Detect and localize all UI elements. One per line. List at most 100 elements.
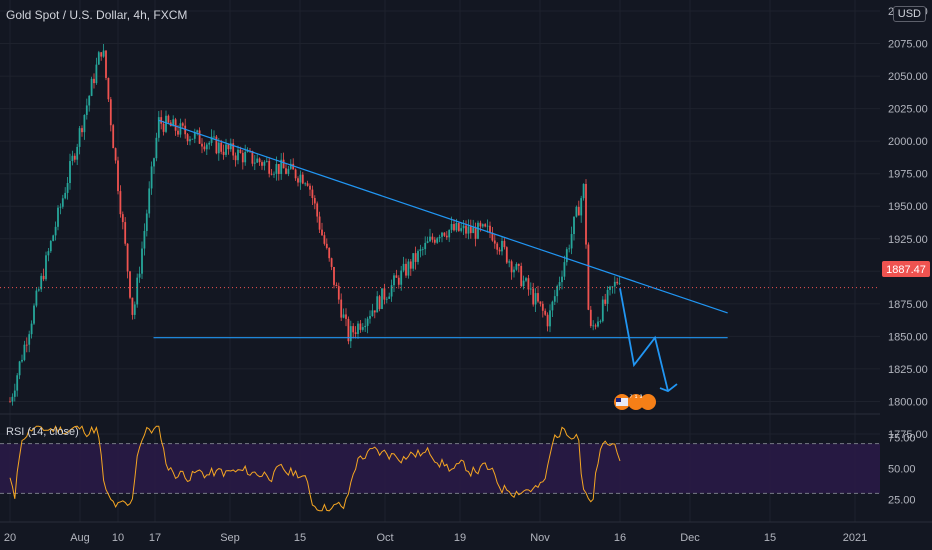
candle-body xyxy=(285,168,287,174)
candle-body xyxy=(479,222,482,227)
candle-body xyxy=(203,146,206,150)
candle-body xyxy=(568,248,571,250)
candle-body xyxy=(376,296,379,313)
price-badge: 1887.47 xyxy=(882,261,930,277)
candle-body xyxy=(33,305,35,324)
time-tick-label: Nov xyxy=(530,532,550,544)
candle-body xyxy=(225,144,227,155)
candle-body xyxy=(378,296,381,309)
candle-body xyxy=(364,325,367,328)
candle-body xyxy=(436,238,439,243)
candle-body xyxy=(23,344,26,360)
candle-body xyxy=(429,236,431,242)
candle-body xyxy=(37,289,40,291)
candle-body xyxy=(409,261,412,269)
candle-body xyxy=(241,152,244,163)
candle-body xyxy=(316,203,319,217)
candle-body xyxy=(304,183,307,185)
candle-body xyxy=(450,224,453,230)
candle-body xyxy=(517,263,520,266)
candle-body xyxy=(313,198,316,204)
candle-body xyxy=(328,247,331,259)
currency-selector[interactable]: USD xyxy=(892,6,926,22)
candle-body xyxy=(201,143,203,147)
candle-body xyxy=(599,321,602,322)
candle-body xyxy=(244,151,247,163)
candle-body xyxy=(592,325,595,327)
candle-body xyxy=(558,282,561,287)
candle-body xyxy=(441,232,443,237)
candle-body xyxy=(150,166,153,189)
candle-body xyxy=(609,286,611,290)
candle-body xyxy=(177,130,179,135)
candle-body xyxy=(143,230,146,249)
candle-body xyxy=(124,222,127,244)
candle-body xyxy=(157,117,160,138)
price-tick-label: 1825.00 xyxy=(888,364,928,376)
candle-body xyxy=(330,258,333,267)
candle-body xyxy=(544,310,547,315)
candle-body xyxy=(345,314,347,319)
candle-body xyxy=(354,332,357,334)
candle-body xyxy=(508,261,511,263)
event-count: ⁷ ¹ ³ xyxy=(630,393,643,402)
candle-body xyxy=(193,132,196,139)
candle-body xyxy=(138,273,141,278)
candle-body xyxy=(534,293,537,305)
candle-body xyxy=(251,151,254,164)
candle-body xyxy=(309,185,311,190)
candle-body xyxy=(229,143,232,150)
candle-body xyxy=(69,161,71,184)
candle-body xyxy=(129,271,131,298)
candle-body xyxy=(78,128,81,147)
candle-body xyxy=(133,304,136,315)
time-tick-label: Sep xyxy=(220,532,240,544)
candle-body xyxy=(361,327,364,330)
candle-body xyxy=(184,125,187,135)
candle-body xyxy=(222,151,225,155)
time-tick-label: 16 xyxy=(614,532,626,544)
candle-body xyxy=(510,261,513,273)
candle-body xyxy=(153,158,155,167)
candle-body xyxy=(280,159,283,175)
candle-body xyxy=(333,266,335,285)
candle-body xyxy=(419,249,422,252)
candle-body xyxy=(30,323,33,335)
candle-body xyxy=(553,296,556,302)
candle-body xyxy=(498,249,501,252)
candle-body xyxy=(321,229,323,236)
candle-body xyxy=(570,234,573,249)
candle-body xyxy=(381,288,383,309)
candles xyxy=(9,44,621,406)
candle-body xyxy=(385,298,388,300)
candle-body xyxy=(337,286,340,300)
candle-body xyxy=(208,142,211,145)
candle-body xyxy=(585,183,587,245)
candle-body xyxy=(453,224,455,231)
candle-body xyxy=(445,235,448,238)
candle-body xyxy=(126,243,129,272)
candle-body xyxy=(198,130,201,144)
time-tick-label: 10 xyxy=(112,532,124,544)
candle-body xyxy=(520,265,523,287)
candle-body xyxy=(513,269,515,273)
candle-body xyxy=(136,277,139,305)
candle-body xyxy=(397,277,400,285)
candle-body xyxy=(301,174,304,184)
candle-body xyxy=(606,289,609,304)
candle-body xyxy=(66,183,69,193)
event-icon[interactable]: ⁷ ¹ ³ xyxy=(614,393,656,410)
candle-body xyxy=(597,321,599,327)
candle-body xyxy=(35,290,38,306)
candle-body xyxy=(539,301,542,304)
candle-body xyxy=(21,359,23,362)
candle-body xyxy=(299,174,302,183)
candle-body xyxy=(93,78,95,84)
candle-body xyxy=(448,229,451,238)
candle-body xyxy=(18,361,21,376)
candle-body xyxy=(76,146,79,160)
candle-body xyxy=(49,240,52,252)
candle-body xyxy=(179,123,182,135)
candle-body xyxy=(501,240,503,252)
